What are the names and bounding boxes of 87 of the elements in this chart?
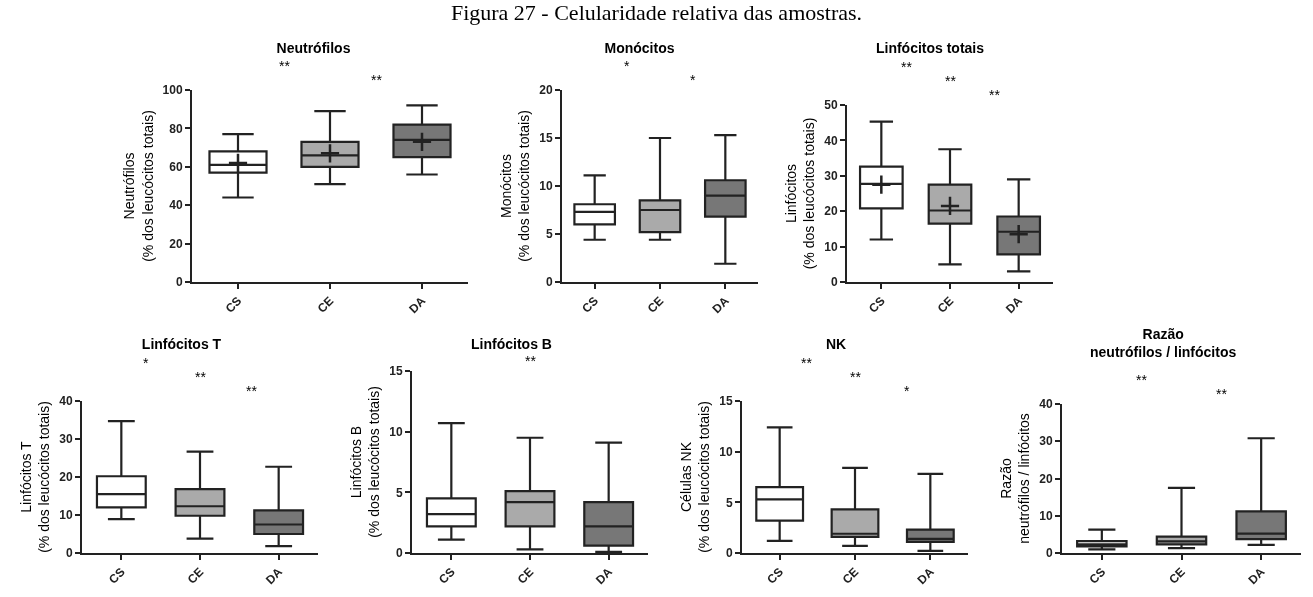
text: ** xyxy=(945,73,957,89)
y-axis-title: Linfócitos B (% dos leucócitos totais) xyxy=(348,386,383,538)
y-tick-label: 20 xyxy=(539,83,553,98)
x-tick-label: CE xyxy=(644,293,667,316)
text: * xyxy=(624,58,630,74)
y-tick-label: 0 xyxy=(175,275,183,290)
y-tick-label: 100 xyxy=(162,83,183,98)
y-tick-label: 50 xyxy=(824,98,838,113)
y-tick-label: 5 xyxy=(725,495,733,510)
y-tick-label: 0 xyxy=(830,275,838,290)
x-tick-label: DA xyxy=(914,564,937,588)
text: Figura 27 - Celularidade relativa das amostras. xyxy=(449,0,864,27)
chart-title: Linfócitos B xyxy=(471,335,552,352)
y-tick-label: 0 xyxy=(65,546,73,561)
y-tick-label: 20 xyxy=(1039,471,1053,486)
y-tick-label: 60 xyxy=(169,160,183,174)
y-tick-label: 10 xyxy=(719,444,733,459)
y-tick-label: 10 xyxy=(824,239,838,254)
x-tick-label: CS xyxy=(1086,564,1109,587)
y-tick-label: 15 xyxy=(719,394,733,409)
x-tick-label: CS xyxy=(866,293,888,316)
text: ** xyxy=(246,383,258,399)
x-tick-label: DA xyxy=(406,293,429,317)
x-tick-label: CS xyxy=(579,293,602,316)
y-axis-title: Monócitos (% dos leucócitos totais) xyxy=(498,110,533,262)
x-tick-label: CE xyxy=(514,564,537,587)
y-axis-title: Linfócitos T (% dos leucócitos totais) xyxy=(18,401,53,553)
text: ** xyxy=(371,72,383,88)
chart-title: Neutrófilos xyxy=(276,39,351,56)
text: ** xyxy=(850,369,862,385)
y-tick-label: 20 xyxy=(169,236,183,251)
x-tick-label: CS xyxy=(764,564,787,587)
y-tick-label: 20 xyxy=(59,470,73,485)
y-tick-label: 10 xyxy=(59,508,73,523)
y-tick-label: 0 xyxy=(545,275,553,290)
text: ** xyxy=(525,353,537,369)
x-tick-label: DA xyxy=(262,564,286,588)
y-tick-label: 0 xyxy=(395,546,403,561)
y-tick-label: 5 xyxy=(395,485,403,500)
y-axis-title: Células NK (% dos leucócitos totais) xyxy=(678,401,713,553)
y-axis-title: Neutrófilos (% dos leucócitos totais) xyxy=(121,110,156,262)
y-tick-label: 30 xyxy=(59,432,73,447)
x-tick-label: CE xyxy=(934,293,957,316)
y-tick-label: 80 xyxy=(169,121,183,136)
x-tick-label: CS xyxy=(436,564,458,587)
y-tick-label: 30 xyxy=(824,169,838,183)
y-tick-label: 30 xyxy=(1039,434,1053,449)
text: ** xyxy=(1216,386,1228,402)
text: ** xyxy=(901,59,913,75)
y-tick-label: 0 xyxy=(725,546,733,561)
text: * xyxy=(690,72,696,88)
y-tick-label: 5 xyxy=(545,227,553,242)
chart-title: Linfócitos totais xyxy=(875,39,985,56)
y-tick-label: 15 xyxy=(539,131,553,146)
y-tick-label: 20 xyxy=(824,204,838,219)
y-axis-title: Razão neutrófilos / linfócitos xyxy=(998,413,1033,544)
chart-title: Monócitos xyxy=(604,39,675,56)
x-tick-label: CS xyxy=(106,564,128,587)
x-tick-label: CE xyxy=(314,293,337,316)
y-tick-label: 10 xyxy=(539,179,553,194)
y-tick-label: 40 xyxy=(169,198,183,213)
x-tick-label: CE xyxy=(1166,564,1188,587)
chart-title: Razão neutrófilos / linfócitos xyxy=(1090,325,1237,360)
chart-title: Linfócitos T xyxy=(141,335,222,352)
text: ** xyxy=(1136,372,1148,388)
y-tick-label: 0 xyxy=(1045,546,1053,561)
y-tick-label: 40 xyxy=(59,394,73,409)
x-tick-label: CE xyxy=(839,564,862,587)
y-tick-label: 10 xyxy=(389,424,403,439)
chart-title: NK xyxy=(825,335,847,352)
text: ** xyxy=(801,355,813,371)
y-tick-label: 40 xyxy=(1039,397,1053,412)
x-tick-label: CE xyxy=(184,564,207,587)
x-tick-label: DA xyxy=(709,293,732,317)
y-tick-label: 40 xyxy=(824,133,838,148)
text: * xyxy=(904,383,910,399)
text: ** xyxy=(279,58,291,74)
x-tick-label: DA xyxy=(1245,564,1268,588)
text: * xyxy=(143,355,149,371)
x-tick-label: DA xyxy=(1002,293,1026,317)
x-tick-label: DA xyxy=(592,564,616,588)
y-tick-label: 10 xyxy=(1039,508,1053,523)
text: ** xyxy=(989,87,1001,103)
text: ** xyxy=(195,369,207,385)
x-tick-label: CS xyxy=(222,293,245,316)
y-tick-label: 15 xyxy=(389,364,403,379)
y-axis-title: Linfócitos (% dos leucócitos totais) xyxy=(783,117,818,270)
